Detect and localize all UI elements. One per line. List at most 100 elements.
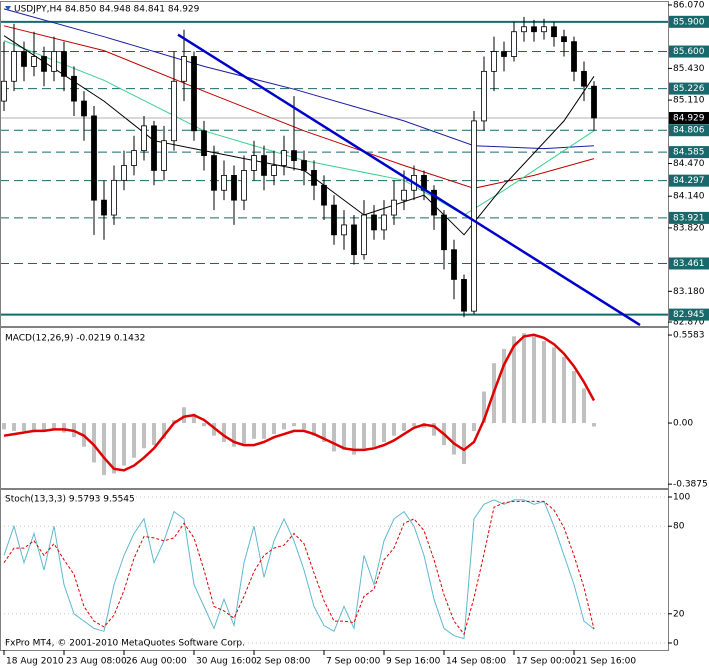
level-label: 82.945 — [673, 310, 705, 320]
y-tick-label: 0.5583 — [673, 331, 705, 341]
y-tick-label: 85.110 — [673, 96, 705, 106]
candle-body — [231, 174, 237, 201]
candle-body — [121, 165, 127, 181]
candle-body — [461, 279, 467, 312]
histogram-bar — [172, 419, 176, 424]
histogram-bar — [122, 423, 126, 466]
histogram-bar — [22, 423, 26, 431]
candle-body — [591, 85, 597, 119]
candle-body — [131, 150, 137, 166]
histogram-bar — [402, 423, 406, 431]
signal-line — [3, 333, 596, 472]
y-tick-label: 86.070 — [673, 0, 705, 10]
histogram-bar — [342, 423, 346, 450]
candle-body — [51, 51, 57, 72]
histogram-bar — [532, 336, 536, 424]
level-label-box — [669, 211, 709, 224]
candle-body — [181, 56, 187, 82]
histogram-bar — [582, 388, 586, 424]
candle-body — [331, 204, 337, 236]
histogram-bar — [262, 423, 266, 439]
candle-body — [11, 51, 17, 82]
y-tick-label: 0 — [673, 638, 679, 648]
y-tick-label: 100 — [673, 493, 690, 503]
level-label-box — [669, 257, 709, 270]
histogram-bar — [472, 423, 476, 431]
candle-body — [111, 179, 117, 216]
histogram-bar — [162, 423, 166, 439]
histogram-bar — [542, 341, 546, 424]
level-label-box — [669, 124, 709, 137]
stoch-line — [3, 499, 595, 640]
candle-body — [581, 70, 587, 87]
candle-body — [441, 214, 447, 251]
price-plot — [1, 8, 668, 326]
histogram-bar — [432, 423, 436, 436]
histogram-bar — [372, 423, 376, 447]
axes: 86.070 85.430 85.110 84.470 84.140 83.820 83.1… — [3, 0, 709, 667]
candle-body — [261, 155, 267, 176]
histogram-bar — [42, 423, 46, 431]
histogram-bar — [112, 423, 116, 474]
candle-body — [251, 155, 257, 171]
candle-body — [291, 150, 297, 161]
x-tick-label: 23 Aug 08:00 — [66, 657, 127, 667]
y-tick-label: 83.820 — [673, 223, 705, 233]
x-tick-label: 9 Sep 16:00 — [386, 657, 441, 667]
histogram-bar — [272, 423, 276, 435]
histogram-bar — [452, 423, 456, 455]
candle-body — [161, 140, 167, 171]
stoch-panel — [0, 489, 669, 651]
x-tick-label: 7 Sep 00:00 — [326, 657, 381, 667]
level-label-box — [669, 174, 709, 187]
bid-box — [669, 112, 709, 125]
histogram-bar — [412, 423, 416, 427]
histogram-bar — [132, 423, 136, 458]
histogram-bar — [242, 423, 246, 444]
candle-body — [61, 51, 67, 77]
macd-title: MACD(12,26,9) -0.0219 0.1432 — [5, 334, 145, 344]
histogram-bar — [502, 348, 506, 424]
stoch-title: Stoch(13,3,3) 9.5793 9.5545 — [5, 495, 135, 505]
x-tick-label: 18 Aug 2010 — [6, 657, 64, 667]
level-label-box — [669, 308, 709, 321]
level-label: 84.297 — [673, 176, 705, 186]
histogram-bar — [252, 423, 256, 439]
level-label-box — [669, 45, 709, 58]
level-label-box — [669, 15, 709, 28]
candle-body — [541, 26, 547, 33]
histogram-bar — [562, 356, 566, 424]
candle-body — [31, 56, 37, 67]
histogram-bar — [182, 407, 186, 424]
candle-body — [431, 189, 437, 216]
candle-body — [141, 125, 147, 152]
histogram-bar — [292, 423, 296, 427]
level-label-box — [669, 82, 709, 95]
candle-body — [381, 214, 387, 231]
candle-body — [481, 70, 487, 122]
candle-body — [81, 100, 87, 117]
macd-panel — [0, 327, 669, 489]
symbol-icon — [5, 6, 11, 11]
histogram-bar — [392, 423, 396, 436]
macd-plot — [2, 333, 596, 476]
price-title: USDJPY,H4 84.850 84.948 84.841 84.929 — [14, 5, 200, 15]
histogram-bar — [322, 423, 326, 442]
candle-body — [171, 80, 177, 142]
candle-body — [101, 199, 107, 216]
histogram-bar — [592, 423, 596, 427]
level-label-box — [669, 146, 709, 159]
x-tick-label: 30 Aug 16:00 — [196, 657, 257, 667]
moving-average — [3, 8, 595, 150]
stoch-plot — [1, 496, 668, 644]
candle-body — [351, 224, 357, 256]
candle-body — [521, 26, 527, 33]
histogram-bar — [32, 423, 36, 433]
x-tick-label: 17 Sep 00:00 — [516, 657, 576, 667]
histogram-bar — [12, 423, 16, 431]
candle-body — [151, 125, 157, 171]
candle-body — [501, 51, 507, 57]
histogram-bar — [332, 423, 336, 452]
